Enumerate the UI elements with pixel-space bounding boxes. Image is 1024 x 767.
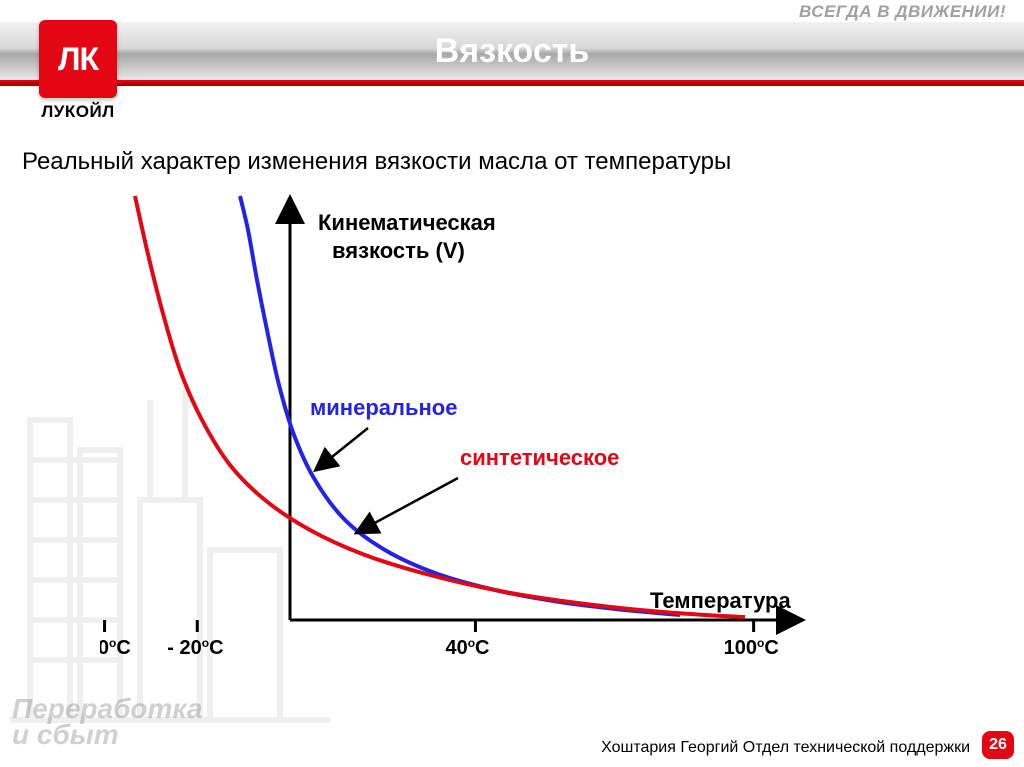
series-label-mineral: минеральное <box>310 395 457 420</box>
series-arrow-mineral <box>317 428 368 469</box>
viscosity-chart: Кинематическая вязкость (V) Температура ми… <box>100 190 860 660</box>
slide-subtitle: Реальный характер изменения вязкости мас… <box>22 148 731 176</box>
logo-icon: ЛК <box>39 20 117 98</box>
y-axis-label: Кинематическая <box>318 210 496 235</box>
page-number: 26 <box>989 736 1007 754</box>
slide-root: ВСЕГДА В ДВИЖЕНИИ! Вязкость ЛК ЛУКОЙЛ Ре… <box>0 0 1024 767</box>
logo-glyph: ЛК <box>58 41 98 78</box>
x-tick-label: 40oC <box>445 636 489 659</box>
footer-brand-line1: Переработка <box>12 696 203 723</box>
brand-tagline: ВСЕГДА В ДВИЖЕНИИ! <box>799 2 1006 22</box>
series-arrow-synthetic <box>358 478 458 532</box>
page-number-badge: 26 <box>982 731 1014 759</box>
logo-text: ЛУКОЙЛ <box>32 102 124 122</box>
footer-brand: Переработка и сбыт <box>12 696 203 749</box>
x-tick-label: 100oC <box>724 636 779 659</box>
footer-support: Хоштария Георгий Отдел технической подде… <box>601 739 970 757</box>
y-axis-label-2: вязкость (V) <box>332 238 465 263</box>
brand-logo: ЛК ЛУКОЙЛ <box>32 20 124 122</box>
footer-brand-line2: и сбыт <box>12 722 203 749</box>
x-tick-label: - 20oC <box>167 636 223 659</box>
x-axis-label: Температура <box>650 588 791 613</box>
series-label-synthetic: синтетическое <box>460 445 619 470</box>
slide-title: Вязкость <box>0 32 1024 71</box>
x-tick-label: - 40oC <box>100 636 131 659</box>
